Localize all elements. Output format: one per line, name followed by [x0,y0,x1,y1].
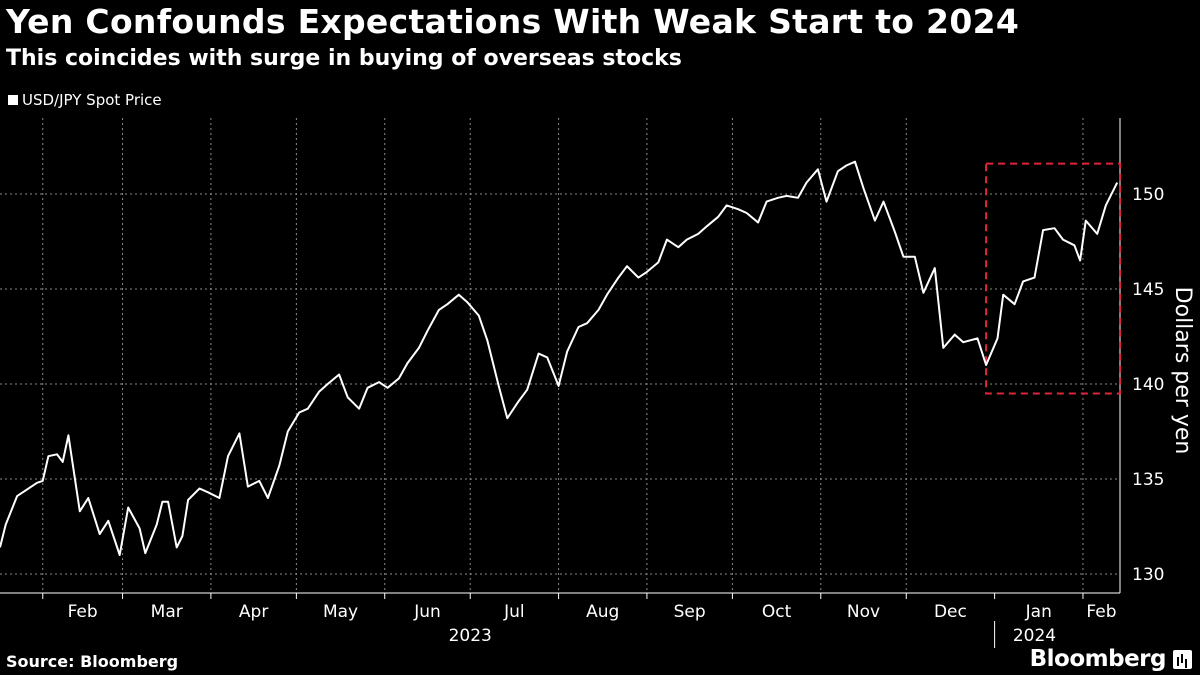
brand-badge-icon [1173,650,1192,669]
x-tick-label: Sep [674,602,706,622]
y-tick-label: 145 [1132,280,1164,300]
chart-title: Yen Confounds Expectations With Weak Sta… [6,2,1020,41]
series-line [0,160,1119,556]
x-tick-label: Aug [586,602,619,622]
source-note: Source: Bloomberg [6,652,179,671]
x-tick-label: Nov [847,602,880,622]
year-label: 2024 [1013,626,1056,646]
highlight-box [985,162,1121,395]
chart-subtitle: This coincides with surge in buying of o… [6,46,682,71]
x-tick-label: Jun [413,602,441,622]
legend: USD/JPY Spot Price [8,91,162,109]
x-tick-label: Jan [1025,602,1052,622]
year-label: 2023 [449,626,492,646]
x-tick-label: Apr [239,602,268,622]
y-tick-label: 135 [1132,470,1164,490]
y-tick-label: 150 [1132,185,1164,205]
x-tick-label: Oct [762,602,792,622]
x-tick-label: Jul [503,602,525,622]
x-tick-label: Feb [1086,602,1116,622]
y-tick-label: 140 [1132,375,1164,395]
y-tick-label: 130 [1132,565,1164,585]
legend-swatch [8,95,18,105]
x-tick-label: May [323,602,358,622]
y-axis-title: Dollars per yen [1170,287,1195,455]
x-tick-label: Mar [151,602,183,622]
legend-label: USD/JPY Spot Price [22,91,162,109]
brand-logo: Bloomberg [1029,646,1167,672]
x-tick-label: Dec [934,602,967,622]
x-tick-label: Feb [68,602,98,622]
